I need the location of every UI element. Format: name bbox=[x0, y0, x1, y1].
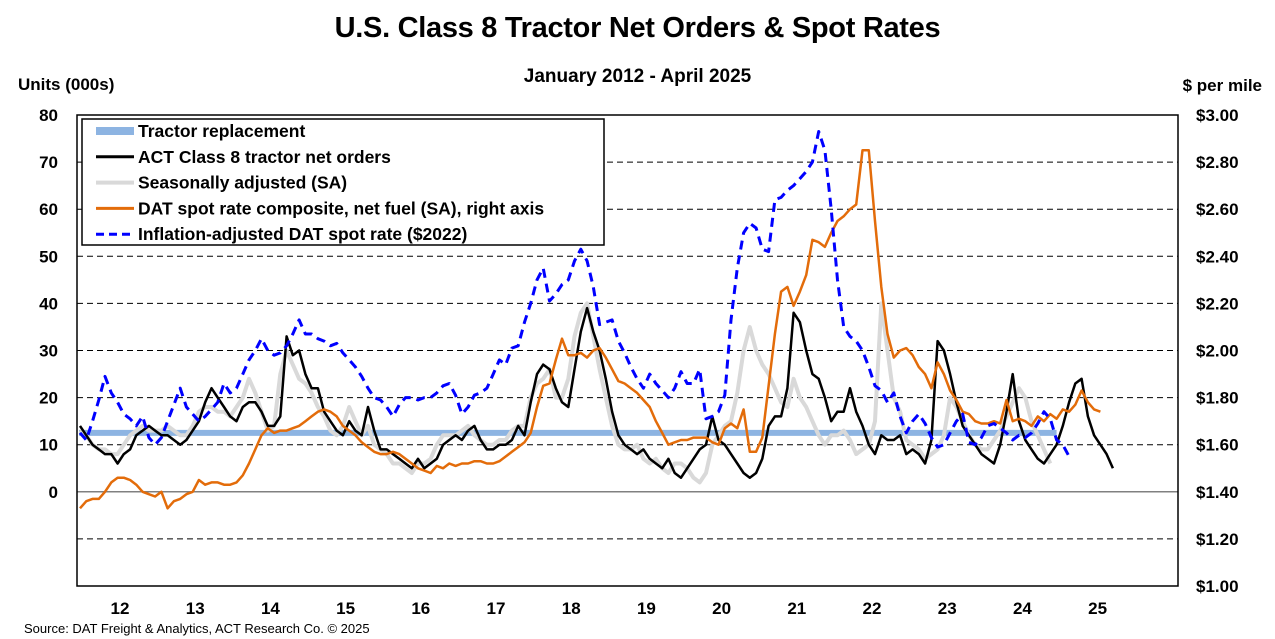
x-tick-label: 16 bbox=[411, 599, 430, 618]
series-net-orders bbox=[78, 306, 1115, 479]
y-left-tick-label: 80 bbox=[39, 106, 58, 125]
chart-subtitle: January 2012 - April 2025 bbox=[523, 66, 752, 87]
y-left-tick-label: 60 bbox=[39, 200, 58, 219]
y-right-tick-label: $1.60 bbox=[1196, 436, 1239, 455]
x-tick-label: 13 bbox=[186, 599, 205, 618]
plot-frame bbox=[76, 114, 1179, 587]
series-seasonally-adjusted bbox=[78, 301, 1053, 485]
series-dat-spot-rate bbox=[79, 149, 1101, 510]
x-tick-label: 24 bbox=[1013, 599, 1032, 618]
legend-label: DAT spot rate composite, net fuel (SA), … bbox=[138, 198, 544, 218]
chart-title: U.S. Class 8 Tractor Net Orders & Spot R… bbox=[334, 12, 941, 44]
y-right-tick-label: $2.60 bbox=[1196, 200, 1239, 219]
x-tick-label: 15 bbox=[336, 599, 355, 618]
y-axis-left: 80 70 60 50 40 30 20 10 0 bbox=[39, 106, 58, 502]
legend-label: ACT Class 8 tractor net orders bbox=[138, 147, 391, 167]
source-note: Source: DAT Freight & Analytics, ACT Res… bbox=[24, 621, 370, 636]
x-tick-label: 22 bbox=[863, 599, 882, 618]
y-right-tick-label: $3.00 bbox=[1196, 106, 1239, 125]
y-right-tick-label: $2.40 bbox=[1196, 247, 1239, 266]
y-left-tick-label: 10 bbox=[39, 436, 58, 455]
y-axis-left-label: Units (000s) bbox=[18, 75, 115, 94]
y-left-tick-label: 0 bbox=[49, 483, 58, 502]
y-left-tick-label: 30 bbox=[39, 342, 58, 361]
legend-box bbox=[81, 118, 605, 246]
x-tick-label: 20 bbox=[712, 599, 731, 618]
y-right-tick-label: $1.00 bbox=[1196, 577, 1239, 596]
x-tick-label: 23 bbox=[938, 599, 957, 618]
x-tick-label: 25 bbox=[1088, 599, 1107, 618]
y-left-tick-label: 40 bbox=[39, 294, 58, 313]
y-right-tick-label: $1.40 bbox=[1196, 483, 1239, 502]
x-tick-label: 19 bbox=[637, 599, 656, 618]
legend-label: Inflation-adjusted DAT spot rate ($2022) bbox=[138, 224, 467, 244]
y-right-tick-label: $2.20 bbox=[1196, 294, 1239, 313]
y-left-tick-label: 50 bbox=[39, 247, 58, 266]
y-left-tick-label: 70 bbox=[39, 153, 58, 172]
legend: Tractor replacement ACT Class 8 tractor n… bbox=[81, 118, 605, 246]
series-layer bbox=[78, 130, 1115, 510]
x-tick-label: 17 bbox=[487, 599, 506, 618]
y-right-tick-label: $1.20 bbox=[1196, 530, 1239, 549]
y-axis-right: $3.00 $2.80 $2.60 $2.40 $2.20 $2.00 $1.80 $1.60… bbox=[1196, 106, 1239, 596]
y-axis-right-label: $ per mile bbox=[1182, 76, 1262, 95]
x-tick-label: 18 bbox=[562, 599, 581, 618]
x-axis: 12 13 14 15 16 17 18 19 20 21 22 23 24 25 bbox=[111, 599, 1108, 618]
x-tick-label: 21 bbox=[787, 599, 806, 618]
x-tick-label: 12 bbox=[111, 599, 130, 618]
x-tick-label: 14 bbox=[261, 599, 280, 618]
y-left-tick-label: 20 bbox=[39, 389, 58, 408]
y-right-tick-label: $2.80 bbox=[1196, 153, 1239, 172]
legend-label: Tractor replacement bbox=[138, 121, 305, 141]
y-right-tick-label: $2.00 bbox=[1196, 342, 1239, 361]
legend-label: Seasonally adjusted (SA) bbox=[138, 173, 347, 193]
series-inflation-adjusted bbox=[78, 130, 1071, 458]
y-right-tick-label: $1.80 bbox=[1196, 389, 1239, 408]
